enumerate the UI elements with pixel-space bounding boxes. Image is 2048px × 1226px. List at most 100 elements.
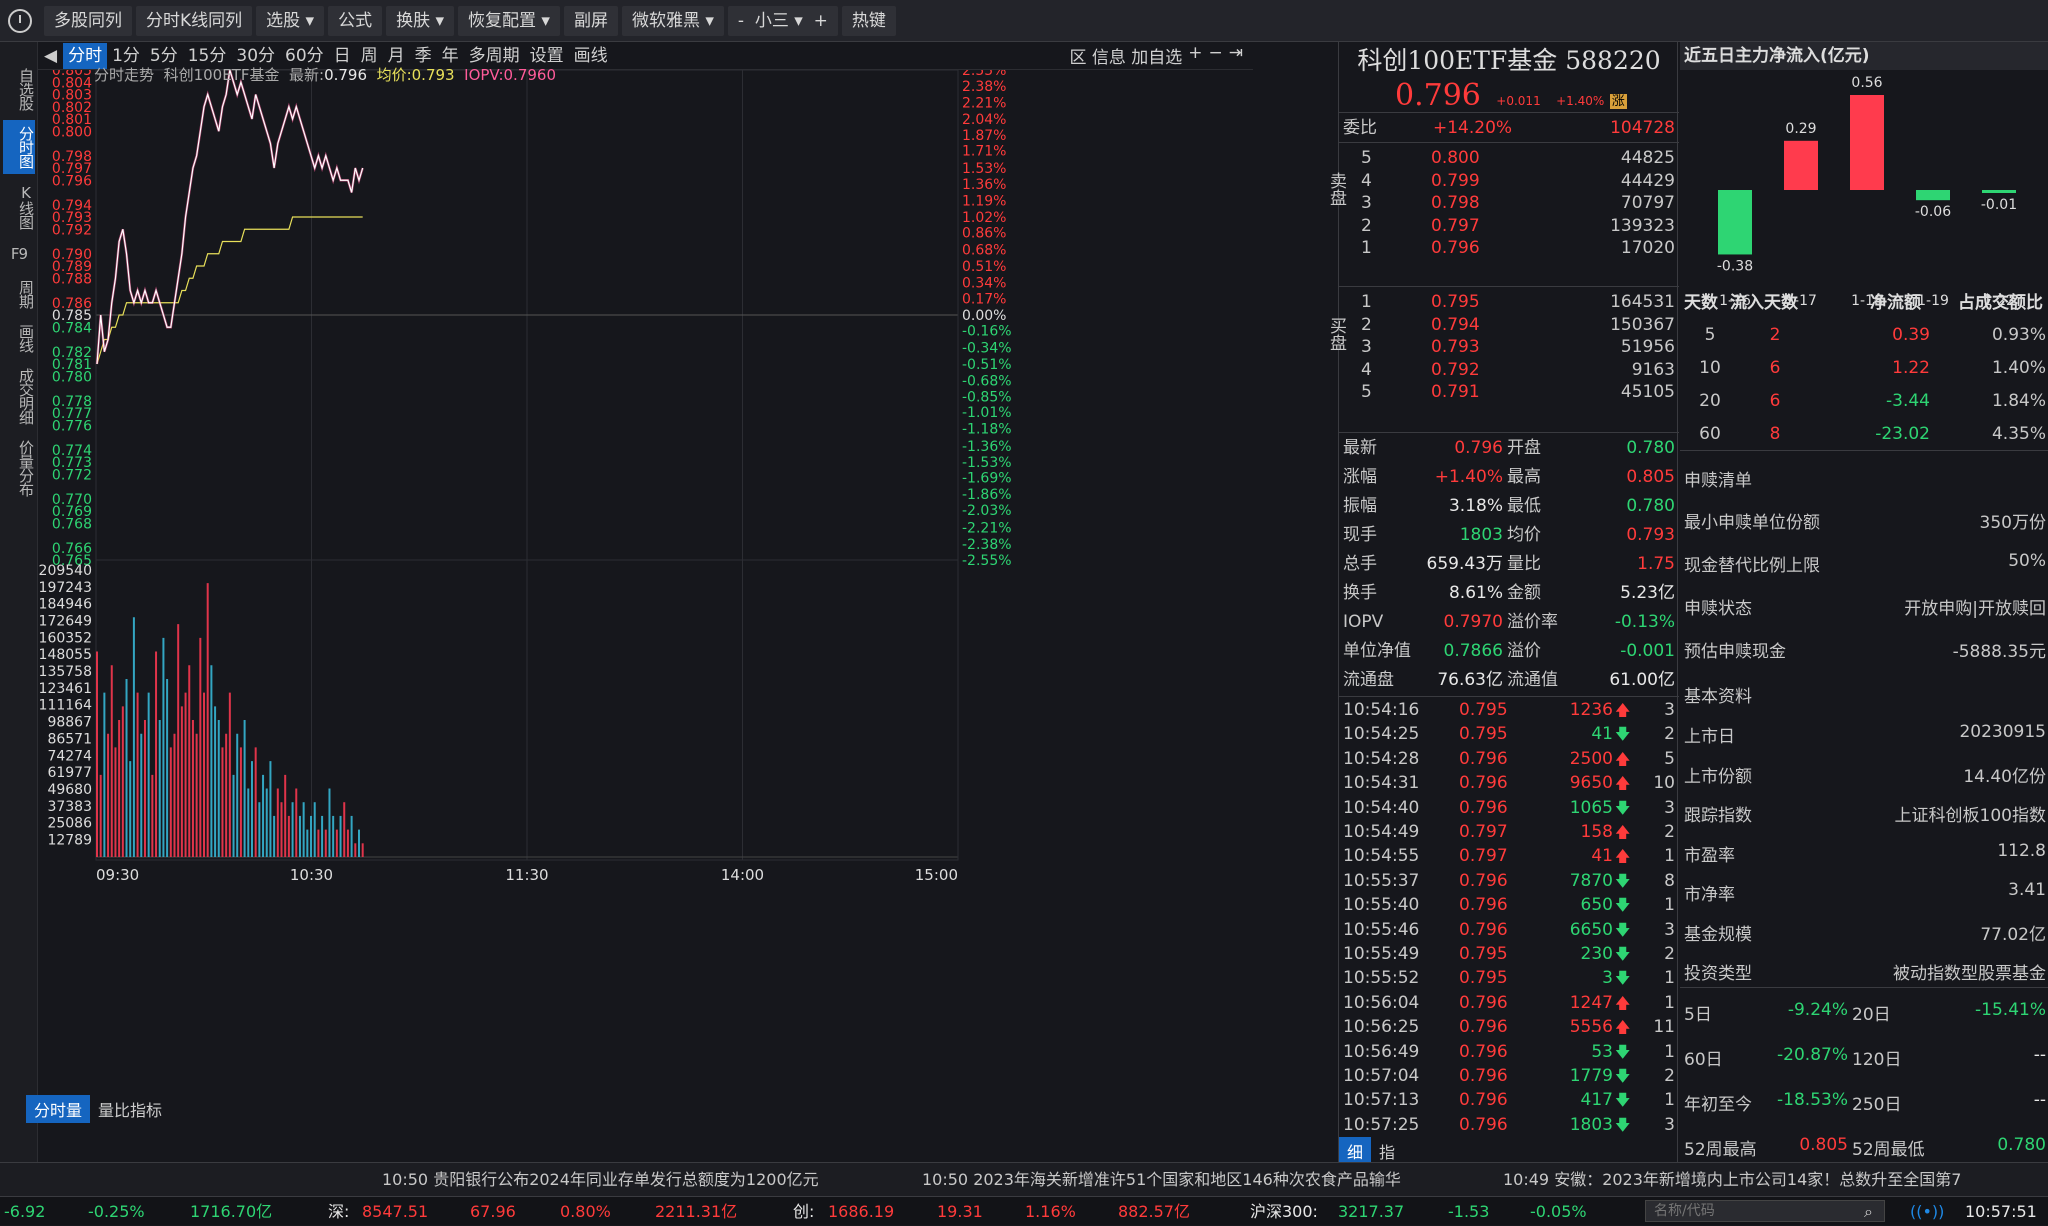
exit-icon[interactable]: ⇥ xyxy=(1228,43,1243,63)
basic-value: 3.41 xyxy=(2008,880,2046,900)
period-year[interactable]: 年 xyxy=(441,45,459,66)
period-multi[interactable]: 多周期 xyxy=(468,45,520,66)
price-line xyxy=(96,69,364,365)
flow-header-cell: 净流额 xyxy=(1870,293,1921,313)
period-timeshare[interactable]: 分时 xyxy=(63,42,108,69)
tick-row[interactable]: 10:54:16 0.795 1236 🡅 3 xyxy=(1339,698,1679,722)
toolbar-second-screen[interactable]: 副屏 xyxy=(563,5,618,36)
tick-row[interactable]: 10:54:25 0.795 41 🡇 2 xyxy=(1339,722,1679,746)
sidebar-item-period[interactable]: 周期 xyxy=(17,280,35,308)
sz-change: 67.96 xyxy=(470,1202,516,1221)
tick-row[interactable]: 10:55:49 0.795 230 🡇 2 xyxy=(1339,942,1679,966)
stat-label: 金额 xyxy=(1507,583,1541,603)
tick-row[interactable]: 10:56:49 0.796 53 🡇 1 xyxy=(1339,1040,1679,1064)
time-tick-label: 14:00 xyxy=(721,866,764,884)
tick-row[interactable]: 10:55:40 0.796 650 🡇 1 xyxy=(1339,893,1679,917)
sidebar-item-draw[interactable]: 画线 xyxy=(17,324,35,352)
stat-value: 1.75 xyxy=(1637,554,1675,574)
period-1m[interactable]: 1分 xyxy=(112,45,140,66)
tick-row[interactable]: 10:54:28 0.796 2500 🡅 5 xyxy=(1339,747,1679,771)
timeshare-chart[interactable]: 0.805 0.804 0.803 0.802 0.801 0.800 0.798 0.797… xyxy=(26,63,1333,1160)
tick-row[interactable]: 10:54:40 0.796 1065 🡇 3 xyxy=(1339,796,1679,820)
period-30m[interactable]: 30分 xyxy=(236,45,276,66)
toolbar-stock-picker[interactable]: 选股 ▾ xyxy=(256,5,325,36)
stat-label: 涨幅 xyxy=(1343,467,1377,487)
news-item[interactable]: 10:50 2023年海关新增准许51个国家和地区146种次农食产品输华 xyxy=(922,1170,1401,1189)
toolbar-restore-config[interactable]: 恢复配置 ▾ xyxy=(458,5,560,36)
volume-tick-label: 74274 xyxy=(47,748,92,764)
tick-count: 2 xyxy=(1664,724,1675,745)
period-day[interactable]: 日 xyxy=(333,45,351,66)
tick-row[interactable]: 10:57:04 0.796 1779 🡇 2 xyxy=(1339,1064,1679,1088)
search-input[interactable] xyxy=(1645,1200,1885,1222)
tick-row[interactable]: 10:56:25 0.796 5556 🡅 11 xyxy=(1339,1015,1679,1039)
stat-label: 流通值 xyxy=(1507,670,1558,690)
tick-row[interactable]: 10:54:31 0.796 9650 🡅 10 xyxy=(1339,771,1679,795)
period-settings[interactable]: 设置 xyxy=(529,45,564,66)
info-add-watch[interactable]: 区 信息 加自选 xyxy=(1069,48,1183,68)
arrow-up-icon: 🡅 xyxy=(1615,749,1631,768)
sidebar-item-f9[interactable]: F9 xyxy=(10,245,28,263)
tick-count: 10 xyxy=(1653,773,1675,794)
tab-index[interactable]: 指 xyxy=(1379,1143,1396,1162)
tick-count: 8 xyxy=(1664,870,1675,891)
tick-row[interactable]: 10:54:49 0.797 158 🡅 2 xyxy=(1339,820,1679,844)
stat-value: 0.780 xyxy=(1626,438,1675,458)
tick-row[interactable]: 10:55:37 0.796 7870 🡇 8 xyxy=(1339,869,1679,893)
basic-key: 市盈率 xyxy=(1684,845,1735,866)
clock-icon[interactable] xyxy=(8,8,32,33)
sidebar-item-trade-detail[interactable]: 成交明细 xyxy=(17,368,35,424)
sidebar-item-watchlist[interactable]: 自选股 xyxy=(17,68,35,110)
perf-value: -18.53% xyxy=(1777,1090,1848,1110)
tick-row[interactable]: 10:55:52 0.795 3 🡇 1 xyxy=(1339,966,1679,990)
perf-value: -20.87% xyxy=(1777,1045,1848,1065)
search-icon[interactable]: ⌕ xyxy=(1864,1202,1873,1221)
sidebar-item-kline[interactable]: K线图 xyxy=(17,184,35,229)
bid-row: 4 0.792 9163 xyxy=(1339,356,1679,384)
ask-row: 5 0.800 44825 xyxy=(1339,144,1679,172)
toolbar-timeshare-kline[interactable]: 分时K线同列 xyxy=(136,5,253,36)
tab-detail[interactable]: 细 xyxy=(1339,1137,1372,1165)
plus-icon[interactable]: + xyxy=(1188,43,1203,63)
period-month[interactable]: 月 xyxy=(387,45,405,66)
news-ticker[interactable]: 10:50 贵阳银行公布2024年同业存单发行总额度为1200亿元 10:50 … xyxy=(0,1162,2048,1196)
period-quarter[interactable]: 季 xyxy=(414,45,432,66)
toolbar-hotkeys[interactable]: 热键 xyxy=(841,5,896,36)
toolbar-skin[interactable]: 换肤 ▾ xyxy=(386,5,455,36)
sidebar-item-volume-profile[interactable]: 价量分布 xyxy=(17,440,35,496)
period-60m[interactable]: 60分 xyxy=(285,45,324,66)
period-15m[interactable]: 15分 xyxy=(187,45,227,66)
chart-header-avg-label: 均价: xyxy=(376,66,412,84)
stat-value: 0.7970 xyxy=(1443,612,1503,632)
period-draw[interactable]: 画线 xyxy=(573,45,608,66)
top-toolbar: 多股同列 分时K线同列 选股 ▾ 公式 换肤 ▾ 恢复配置 ▾ 副屏 微软雅黑 … xyxy=(0,0,2048,42)
pct-tick-label: 0.00% xyxy=(962,308,1006,324)
price-tick-label: 0.781 xyxy=(52,357,92,373)
collapse-icon[interactable]: ◀ xyxy=(44,45,58,66)
flow-net: 1.22 xyxy=(1892,358,1930,378)
tick-volume: 7870 xyxy=(1569,870,1613,891)
period-5m[interactable]: 5分 xyxy=(149,45,178,66)
tick-row[interactable]: 10:55:46 0.796 6650 🡇 3 xyxy=(1339,918,1679,942)
tick-price: 0.796 xyxy=(1459,919,1508,940)
news-item[interactable]: 10:49 安徽：2023年新增境内上市公司14家！总数升至全国第7 xyxy=(1503,1170,1962,1189)
minus-icon[interactable]: − xyxy=(1208,43,1223,63)
tab-volume[interactable]: 分时量 xyxy=(26,1095,91,1123)
toolbar-font[interactable]: 微软雅黑 ▾ xyxy=(621,5,724,36)
sz-amount: 2211.31亿 xyxy=(655,1202,738,1221)
price-tick-label: 0.789 xyxy=(52,259,92,275)
toolbar-font-size[interactable]: - 小三 ▾ + xyxy=(727,5,838,36)
tick-row[interactable]: 10:57:25 0.796 1803 🡇 3 xyxy=(1339,1113,1679,1137)
volume-tick-label: 172649 xyxy=(39,614,92,630)
news-item[interactable]: 10:50 贵阳银行公布2024年同业存单发行总额度为1200亿元 xyxy=(382,1170,819,1189)
tab-volume-ratio[interactable]: 量比指标 xyxy=(98,1101,163,1120)
toolbar-formula[interactable]: 公式 xyxy=(328,5,383,36)
tick-time: 10:55:49 xyxy=(1343,944,1420,964)
toolbar-multi-stock[interactable]: 多股同列 xyxy=(44,5,132,36)
tick-row[interactable]: 10:54:55 0.797 41 🡅 1 xyxy=(1339,844,1679,868)
period-week[interactable]: 周 xyxy=(360,45,378,66)
sh-pct: -0.25% xyxy=(88,1202,145,1221)
tick-row[interactable]: 10:56:04 0.796 1247 🡅 1 xyxy=(1339,991,1679,1015)
tick-row[interactable]: 10:57:13 0.796 417 🡇 1 xyxy=(1339,1088,1679,1112)
sidebar-item-timeshare[interactable]: 分时图 xyxy=(3,120,35,174)
